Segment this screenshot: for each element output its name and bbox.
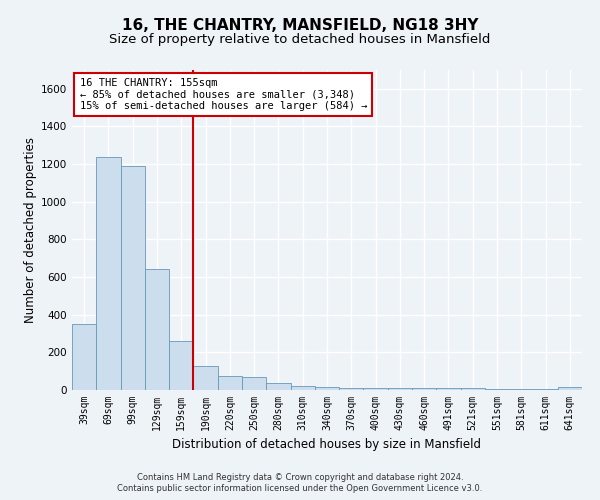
Bar	[242, 377, 266, 390]
Bar	[558, 387, 582, 390]
Text: Contains public sector information licensed under the Open Government Licence v3: Contains public sector information licen…	[118, 484, 482, 493]
Bar	[121, 166, 145, 390]
Bar	[412, 388, 436, 390]
Bar	[72, 324, 96, 390]
Bar	[169, 341, 193, 390]
Bar	[485, 389, 509, 390]
X-axis label: Distribution of detached houses by size in Mansfield: Distribution of detached houses by size …	[173, 438, 482, 452]
Bar	[218, 376, 242, 390]
Bar	[364, 388, 388, 390]
Bar	[290, 386, 315, 390]
Bar	[193, 366, 218, 390]
Bar	[388, 388, 412, 390]
Bar	[266, 384, 290, 390]
Bar	[145, 268, 169, 390]
Bar	[96, 156, 121, 390]
Y-axis label: Number of detached properties: Number of detached properties	[24, 137, 37, 323]
Bar	[461, 388, 485, 390]
Text: 16, THE CHANTRY, MANSFIELD, NG18 3HY: 16, THE CHANTRY, MANSFIELD, NG18 3HY	[122, 18, 478, 32]
Text: Size of property relative to detached houses in Mansfield: Size of property relative to detached ho…	[109, 32, 491, 46]
Bar	[339, 388, 364, 390]
Bar	[533, 389, 558, 390]
Text: 16 THE CHANTRY: 155sqm
← 85% of detached houses are smaller (3,348)
15% of semi-: 16 THE CHANTRY: 155sqm ← 85% of detached…	[80, 78, 367, 111]
Bar	[315, 387, 339, 390]
Bar	[436, 388, 461, 390]
Text: Contains HM Land Registry data © Crown copyright and database right 2024.: Contains HM Land Registry data © Crown c…	[137, 472, 463, 482]
Bar	[509, 389, 533, 390]
